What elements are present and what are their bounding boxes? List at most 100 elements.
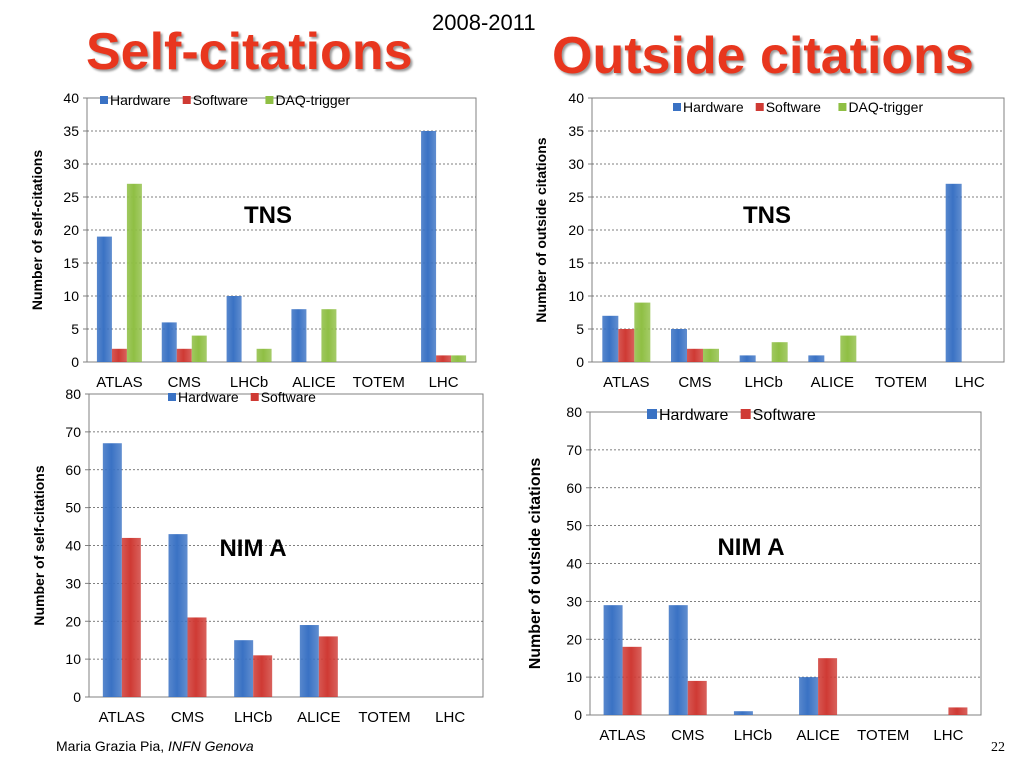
period-label: 2008-2011 xyxy=(432,10,536,35)
chart-title: NIM A xyxy=(219,535,286,562)
y-tick-label: 0 xyxy=(73,689,81,705)
bar-hardware-atlas xyxy=(102,443,122,697)
legend-label: DAQ-trigger xyxy=(275,92,350,108)
legend-label: Hardware xyxy=(659,407,728,424)
x-tick-label: CMS xyxy=(168,374,201,391)
bar-software-atlas xyxy=(111,348,127,362)
bar-daq-trigger-atlas xyxy=(634,302,651,362)
bar-hardware-alice xyxy=(299,625,319,697)
x-tick-label: ATLAS xyxy=(96,374,142,391)
bar-software-lhc xyxy=(948,707,968,715)
y-tick-label: 40 xyxy=(566,556,582,572)
bar-hardware-lhcb xyxy=(739,355,756,362)
y-axis-label: Number of self-citations xyxy=(31,465,47,625)
legend-label: Hardware xyxy=(110,92,171,108)
legend-label: Hardware xyxy=(683,99,744,115)
bar-hardware-lhcb xyxy=(234,640,254,697)
y-tick-label: 10 xyxy=(63,288,79,304)
legend-swatch xyxy=(647,409,657,419)
y-tick-label: 20 xyxy=(65,613,81,629)
y-tick-label: 10 xyxy=(566,669,582,685)
x-tick-label: LHC xyxy=(955,374,985,391)
y-tick-label: 35 xyxy=(568,123,584,139)
y-tick-label: 40 xyxy=(63,90,79,106)
y-tick-label: 35 xyxy=(63,123,79,139)
bar-software-cms xyxy=(187,617,207,697)
self-citations-title: Self-citations xyxy=(86,23,413,81)
legend-swatch xyxy=(100,96,108,104)
bar-hardware-atlas xyxy=(603,605,623,715)
bar-daq-trigger-cms xyxy=(703,348,719,362)
bar-software-cms xyxy=(687,680,707,715)
bar-daq-trigger-lhcb xyxy=(256,348,272,362)
legend-label: Software xyxy=(766,99,821,115)
legend-swatch xyxy=(182,96,191,104)
bar-daq-trigger-cms xyxy=(191,335,207,362)
legend-label: Software xyxy=(753,407,816,424)
bar-software-cms xyxy=(687,348,703,362)
y-tick-label: 40 xyxy=(568,90,584,106)
x-tick-label: LHCb xyxy=(230,374,268,391)
page-number: 22 xyxy=(991,740,1005,755)
y-tick-label: 0 xyxy=(574,707,582,723)
bar-software-lhcb xyxy=(253,655,273,697)
x-tick-label: ALICE xyxy=(292,374,335,391)
bar-hardware-cms xyxy=(161,322,177,362)
bar-software-atlas xyxy=(618,329,635,362)
y-tick-label: 15 xyxy=(63,255,79,271)
legend-label: Hardware xyxy=(178,389,239,405)
bar-software-lhc xyxy=(436,355,452,362)
bar-hardware-atlas xyxy=(96,236,112,362)
chart-title: TNS xyxy=(244,202,292,229)
author-affiliation: INFN Genova xyxy=(168,738,254,754)
x-tick-label: ATLAS xyxy=(99,709,145,726)
legend-swatch xyxy=(265,96,274,104)
bar-daq-trigger-alice xyxy=(840,335,857,362)
y-tick-label: 80 xyxy=(65,386,81,402)
legend-label: Software xyxy=(193,92,248,108)
y-tick-label: 50 xyxy=(65,500,81,516)
y-tick-label: 15 xyxy=(568,255,584,271)
bar-daq-trigger-lhcb xyxy=(771,342,788,362)
outside-citations-title: Outside citations xyxy=(552,27,974,85)
y-tick-label: 60 xyxy=(65,462,81,478)
x-tick-label: ATLAS xyxy=(599,727,645,744)
bar-software-atlas xyxy=(121,537,141,697)
y-tick-label: 30 xyxy=(568,156,584,172)
bar-hardware-lhcb xyxy=(733,711,753,715)
x-tick-label: ALICE xyxy=(796,727,839,744)
legend-swatch xyxy=(755,103,764,111)
bar-hardware-cms xyxy=(168,534,188,697)
x-tick-label: CMS xyxy=(678,374,711,391)
legend-label: Software xyxy=(261,389,316,405)
x-tick-label: ALICE xyxy=(811,374,854,391)
y-tick-label: 80 xyxy=(566,404,582,420)
y-tick-label: 60 xyxy=(566,480,582,496)
x-tick-label: LHC xyxy=(933,727,963,744)
bar-hardware-lhcb xyxy=(226,296,242,362)
chart-title: NIM A xyxy=(717,534,784,561)
bar-hardware-cms xyxy=(668,605,688,715)
legend-swatch xyxy=(250,393,259,401)
bar-software-alice xyxy=(318,636,338,697)
y-tick-label: 40 xyxy=(65,538,81,554)
legend-swatch xyxy=(168,393,176,401)
y-tick-label: 0 xyxy=(576,354,584,370)
x-tick-label: ALICE xyxy=(297,709,340,726)
y-tick-label: 20 xyxy=(566,631,582,647)
legend-swatch xyxy=(838,103,847,111)
bar-software-alice xyxy=(818,658,838,715)
legend-label: DAQ-trigger xyxy=(848,99,923,115)
x-tick-label: LHC xyxy=(435,709,465,726)
y-tick-label: 30 xyxy=(566,593,582,609)
bar-software-cms xyxy=(176,348,192,362)
y-tick-label: 70 xyxy=(65,424,81,440)
x-tick-label: CMS xyxy=(171,709,204,726)
y-tick-label: 30 xyxy=(63,156,79,172)
chart-title: TNS xyxy=(743,202,791,229)
footer-author: Maria Grazia Pia, INFN Genova xyxy=(56,738,254,754)
x-tick-label: TOTEM xyxy=(358,709,410,726)
bar-hardware-alice xyxy=(799,677,819,715)
